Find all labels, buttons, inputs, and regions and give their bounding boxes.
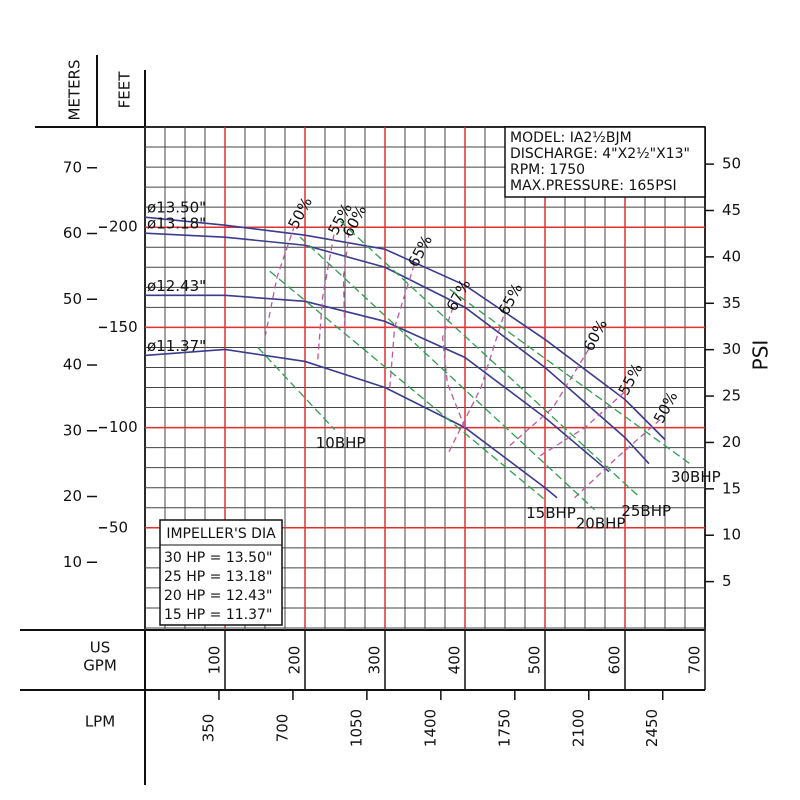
x2-label: LPM [85,713,115,731]
impeller-curve [145,294,610,473]
info-box [504,126,706,198]
x2-tick-label: 350 [199,714,217,743]
bhp-label: 20BHP [576,514,626,532]
y2-tick-label: 40 [722,247,741,265]
y2-tick-label: 25 [722,387,741,405]
y2-tick-label: 15 [722,479,741,497]
efficiency-line [342,233,350,338]
info-line: MAX.PRESSURE: 165PSI [510,178,677,194]
info-line: MODEL: IA2½BJM [510,130,632,146]
feet-label: FEET [116,71,134,109]
x-label: GPM [83,657,117,675]
efficiency-line [264,224,296,338]
y3-tick-label: 10 [63,553,82,571]
impeller-table-row: 20 HP = 12.43" [164,588,272,604]
x2-tick-label: 2100 [569,709,587,747]
x2-tick-label: 2450 [643,709,661,747]
impeller-curve [144,232,650,465]
efficiency-line [389,263,416,388]
info-line: DISCHARGE: 4"X2½"X13" [510,146,690,162]
bhp-label: 10BHP [316,434,366,452]
efficiency-line [448,311,506,452]
efficiency-line [509,347,591,447]
bhp-label: 25BHP [621,502,671,520]
y-tick-label: 100 [109,418,138,436]
x2-tick-label: 700 [273,714,291,743]
y-tick-label: 50 [109,518,128,536]
efficiency-label: 60% [580,316,612,354]
bhp-line [339,220,641,499]
bhp-line [449,288,691,465]
efficiency-label: 67% [443,276,475,314]
bhp-line [257,346,336,431]
efficiency-label: 65% [495,280,527,318]
x-label: US [90,639,111,657]
y3-tick-label: 40 [63,356,82,374]
x-tick-label: 100 [206,646,224,675]
impeller-curve [144,216,666,441]
y2-tick-label: 10 [722,526,741,544]
bhp-label: 30BHP [671,468,721,486]
x-tick-label: 300 [366,646,384,675]
y-tick-label: 150 [109,318,138,336]
y2-tick-label: 35 [722,294,741,312]
x-tick-label: 400 [446,646,464,675]
efficiency-line [317,231,336,360]
y2-tick-label: 45 [722,201,741,219]
x2-tick-label: 1400 [421,709,439,747]
efficiency-label: 65% [404,232,436,270]
impeller-table [159,519,283,626]
x-tick-label: 600 [606,646,624,675]
x2-tick-label: 1050 [347,709,365,747]
y2-tick-label: 5 [722,572,732,590]
efficiency-line [539,391,626,457]
y3-tick-label: 20 [63,487,82,505]
impeller-table-row: 15 HP = 11.37" [164,607,272,623]
x-tick-label: 700 [686,646,704,675]
y2-tick-label: 20 [722,433,741,451]
x-tick-label: 500 [526,646,544,675]
efficiency-label: 55% [615,360,647,398]
impeller-table-title: IMPELLER'S DIA [166,526,276,542]
y-tick-label: 200 [109,218,138,236]
impeller-label: ø11.37" [147,337,206,355]
y3-tick-label: 50 [63,290,82,308]
impeller-label: ø13.50" [147,199,206,217]
info-line: RPM: 1750 [510,162,585,178]
y2-tick-label: 50 [722,155,741,173]
x-tick-label: 200 [286,646,304,675]
efficiency-label: 50% [284,194,316,232]
impeller-table-row: 25 HP = 13.18" [164,569,272,585]
bhp-label: 15BHP [526,504,576,522]
y3-tick-label: 70 [63,158,82,176]
meters-label: METERS [66,59,84,120]
impeller-table-row: 30 HP = 13.50" [164,550,272,566]
y3-tick-label: 60 [63,224,82,242]
impeller-curve [144,348,558,499]
y3-tick-label: 30 [63,421,82,439]
bhp-line [299,236,596,511]
efficiency-line [441,307,466,428]
impeller-label: ø12.43" [147,277,206,295]
psi-label: PSI [749,340,773,371]
x2-tick-label: 1750 [495,709,513,747]
y2-tick-label: 30 [722,340,741,358]
impeller-label: ø13.18" [147,215,206,233]
